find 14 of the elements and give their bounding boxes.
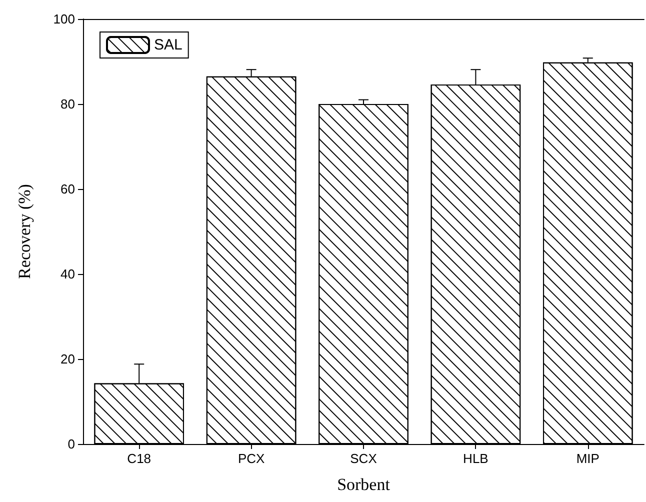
- x-tick-label: PCX: [238, 451, 265, 466]
- y-tick-label: 20: [60, 352, 75, 366]
- x-tick-label: C18: [127, 451, 152, 466]
- x-tick-label: HLB: [463, 451, 488, 466]
- y-tick-label: 100: [53, 12, 75, 26]
- y-tick-label: 40: [60, 266, 75, 282]
- y-tick-label: 60: [60, 182, 75, 196]
- x-axis-title: Sorbent: [337, 475, 390, 494]
- y-axis-title: Recovery (%): [15, 184, 34, 279]
- y-tick-label: 0: [68, 436, 75, 452]
- x-tick-label: MIP: [576, 451, 600, 466]
- y-tick-label: 80: [60, 96, 75, 112]
- legend-label: SAL: [154, 36, 182, 54]
- x-tick-label: SCX: [350, 451, 378, 466]
